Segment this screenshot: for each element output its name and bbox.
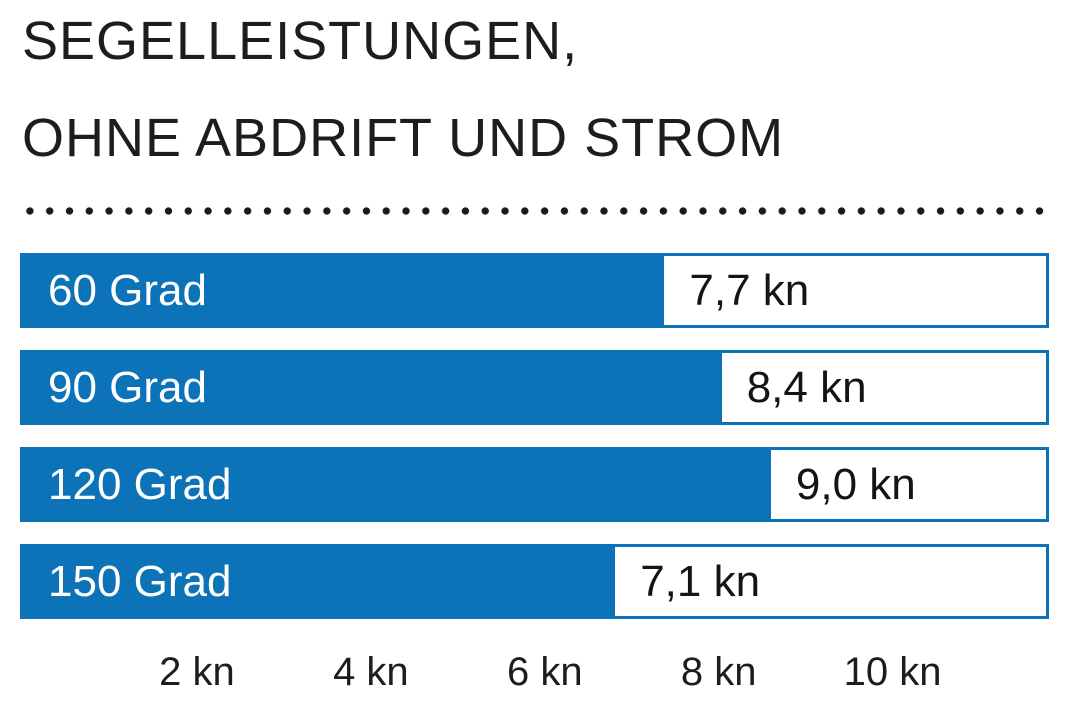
x-axis-tick-label: 4 kn: [333, 650, 409, 694]
bar-row: 90 Grad 8,4 kn: [20, 350, 1049, 425]
bar-row: 120 Grad 9,0 kn: [20, 447, 1049, 522]
bar-value-label: 9,0 kn: [795, 459, 916, 509]
bar-fill: 60 Grad: [20, 253, 665, 328]
x-axis-tick-label: 10 kn: [843, 650, 942, 694]
bar-fill: 90 Grad: [20, 350, 722, 425]
x-axis-tick-label: 6 kn: [506, 650, 583, 694]
bar-row: 60 Grad 7,7 kn: [20, 253, 1049, 328]
bar-category-label: 120 Grad: [48, 459, 232, 509]
bar-fill: 150 Grad: [20, 544, 616, 619]
bar-category-label: 90 Grad: [48, 362, 207, 412]
x-axis-tick-label: 2 kn: [159, 650, 235, 694]
infographic-page: SEGELLEISTUNGEN, OHNE ABDRIFT UND STROM …: [0, 14, 1068, 726]
bar-row: 150 Grad 7,1 kn: [20, 544, 1049, 619]
x-axis: 2 kn 4 kn 6 kn 8 kn 10 kn: [20, 641, 1049, 703]
chart-title: SEGELLEISTUNGEN, OHNE ABDRIFT UND STROM: [22, 14, 1049, 165]
x-axis-tick-label: 8 kn: [680, 650, 757, 694]
bar-chart: 60 Grad 7,7 kn 90 Grad 8,4 kn 120 Grad 9,0 kn…: [20, 253, 1049, 619]
bar-category-label: 150 Grad: [48, 556, 232, 606]
chart-title-line-1: SEGELLEISTUNGEN,: [22, 11, 579, 71]
bar-fill: 120 Grad: [20, 447, 771, 522]
bar-category-label: 60 Grad: [48, 265, 207, 315]
bar-value-label: 7,7 kn: [689, 265, 810, 315]
bar-value-label: 8,4 kn: [746, 362, 867, 412]
bar-value-label: 7,1 kn: [640, 556, 761, 606]
chart-title-line-2: OHNE ABDRIFT UND STROM: [22, 108, 785, 168]
dotted-divider: [20, 207, 1049, 215]
